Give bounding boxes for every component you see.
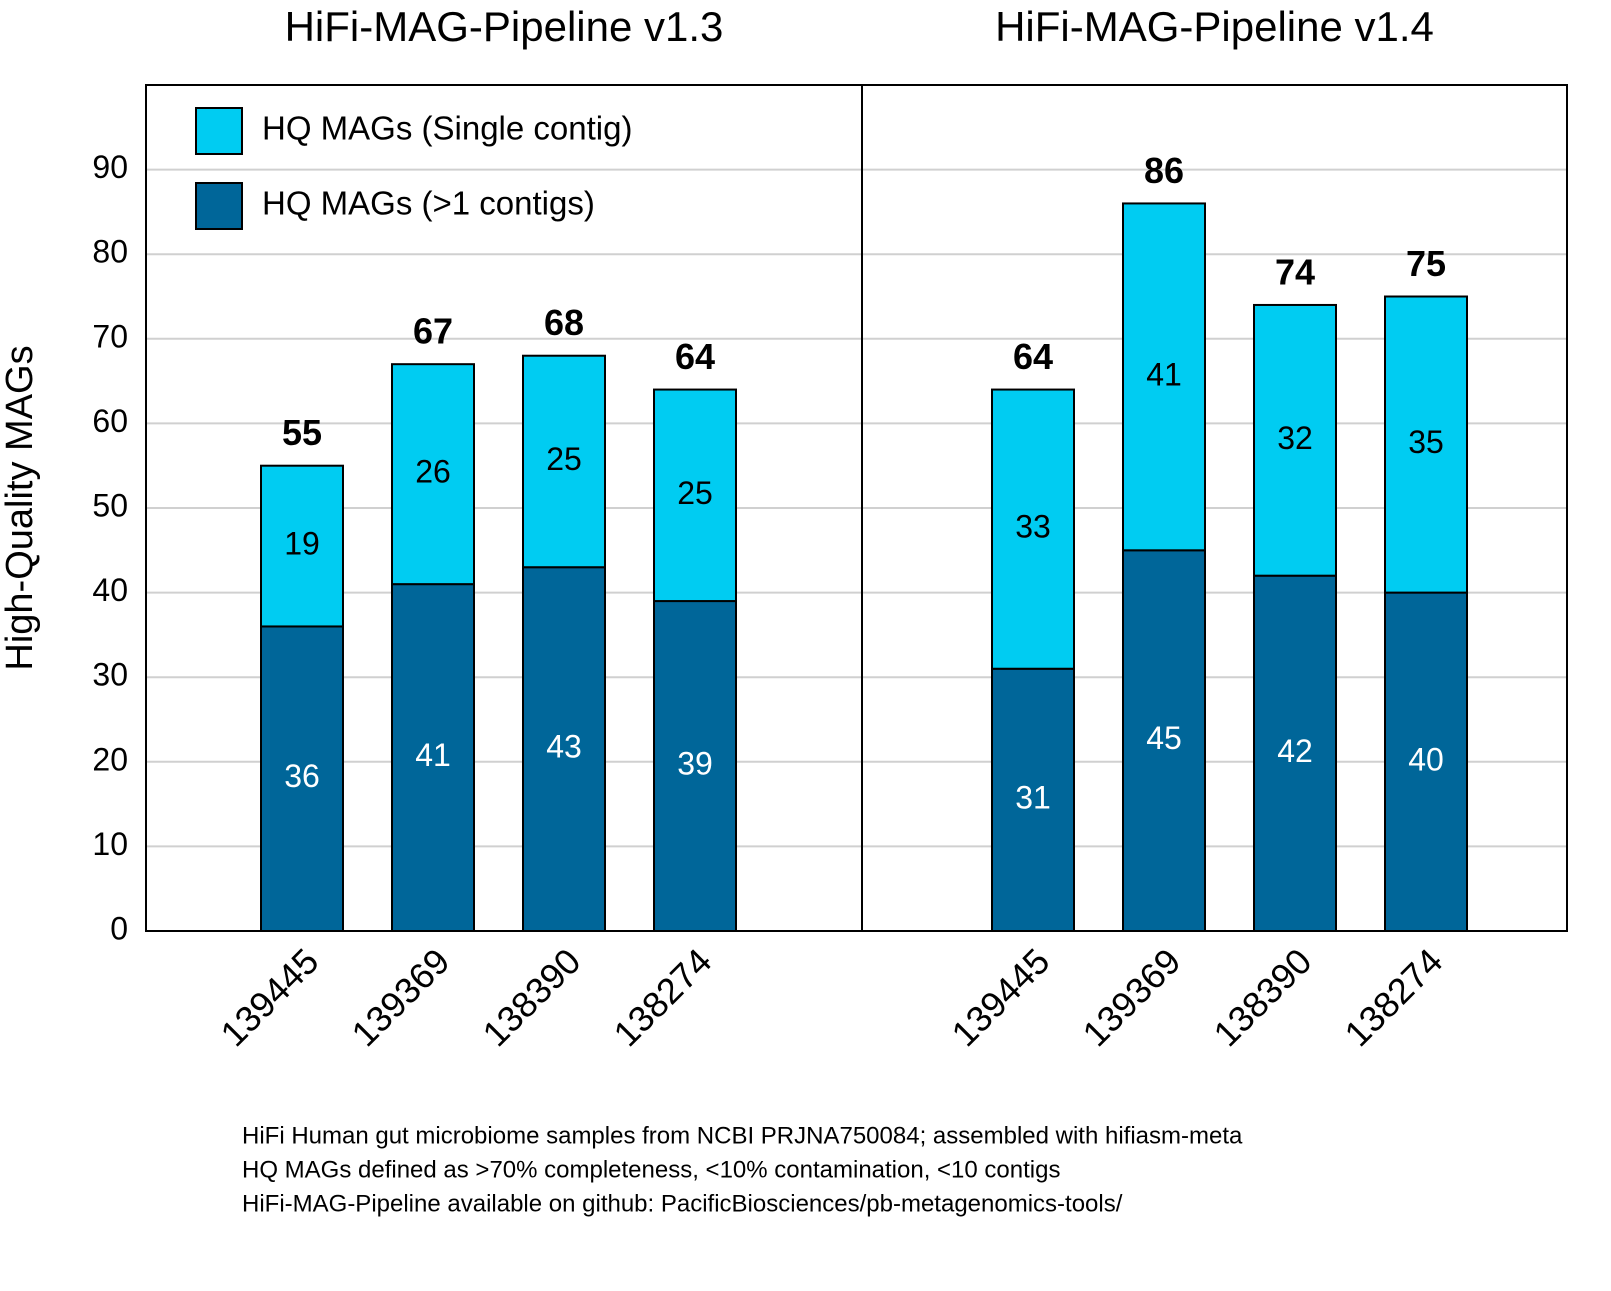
segment-label: 42 — [1277, 733, 1313, 769]
y-axis-label: High-Quality MAGs — [0, 345, 41, 670]
total-label: 75 — [1406, 243, 1446, 284]
bar-segment — [391, 363, 475, 586]
legend-label: HQ MAGs (Single contig) — [262, 110, 632, 147]
x-tick-label: 139445 — [943, 940, 1057, 1054]
segment-label: 32 — [1277, 420, 1313, 456]
segment-label: 41 — [415, 737, 451, 773]
segment-label: 40 — [1408, 741, 1444, 777]
segment-label: 33 — [1015, 509, 1051, 545]
bar-segment — [1253, 574, 1337, 932]
x-tick-label: 138390 — [1205, 940, 1319, 1054]
bar-segment — [1253, 303, 1337, 577]
total-label: 86 — [1144, 150, 1184, 191]
y-tick-label: 90 — [92, 149, 128, 185]
y-tick-label: 80 — [92, 234, 128, 270]
bar-segment — [653, 388, 737, 603]
segment-label: 25 — [546, 441, 582, 477]
total-label: 74 — [1275, 251, 1315, 292]
bar-segment — [522, 354, 606, 569]
y-tick-label: 30 — [92, 657, 128, 693]
y-tick-label: 40 — [92, 572, 128, 608]
note: HiFi-MAG-Pipeline available on github: P… — [242, 1190, 1123, 1217]
total-label: 55 — [282, 412, 322, 453]
legend-label: HQ MAGs (>1 contigs) — [262, 185, 595, 222]
segment-label: 19 — [284, 526, 320, 562]
y-tick-label: 0 — [110, 910, 128, 946]
chart-title: HiFi-MAG-Pipeline v1.4 — [995, 3, 1434, 50]
x-tick-label: 138274 — [605, 940, 719, 1054]
total-label: 64 — [675, 336, 715, 377]
y-tick-label: 60 — [92, 403, 128, 439]
y-tick-label: 70 — [92, 318, 128, 354]
legend-swatch — [195, 182, 243, 230]
plot-frame — [145, 84, 1568, 932]
bar-segment — [1122, 549, 1206, 932]
segment-label: 36 — [284, 758, 320, 794]
y-tick-label: 10 — [92, 826, 128, 862]
x-tick-label: 138390 — [474, 940, 588, 1054]
bar-segment — [1384, 295, 1468, 594]
bar-segment — [1122, 202, 1206, 552]
bar-segment — [522, 566, 606, 932]
segment-label: 43 — [546, 729, 582, 765]
bar-segment — [991, 388, 1075, 670]
note: HQ MAGs defined as >70% completeness, <1… — [242, 1156, 1060, 1183]
y-tick-label: 20 — [92, 741, 128, 777]
segment-label: 39 — [677, 745, 713, 781]
legend-swatch — [195, 107, 243, 155]
bar-segment — [653, 600, 737, 932]
total-label: 64 — [1013, 336, 1053, 377]
x-tick-label: 139369 — [343, 940, 457, 1054]
segment-label: 45 — [1146, 720, 1182, 756]
x-tick-label: 139445 — [212, 940, 326, 1054]
x-tick-label: 139369 — [1074, 940, 1188, 1054]
total-label: 67 — [413, 311, 453, 352]
note: HiFi Human gut microbiome samples from N… — [242, 1122, 1243, 1149]
x-tick-label: 138274 — [1336, 940, 1450, 1054]
bar-segment — [991, 667, 1075, 932]
chart-title: HiFi-MAG-Pipeline v1.3 — [285, 3, 724, 50]
segment-label: 25 — [677, 475, 713, 511]
y-tick-label: 50 — [92, 487, 128, 523]
segment-label: 41 — [1146, 356, 1182, 392]
segment-label: 31 — [1015, 779, 1051, 815]
segment-label: 35 — [1408, 424, 1444, 460]
total-label: 68 — [544, 302, 584, 343]
segment-label: 26 — [415, 454, 451, 490]
bar-segment — [260, 464, 344, 628]
